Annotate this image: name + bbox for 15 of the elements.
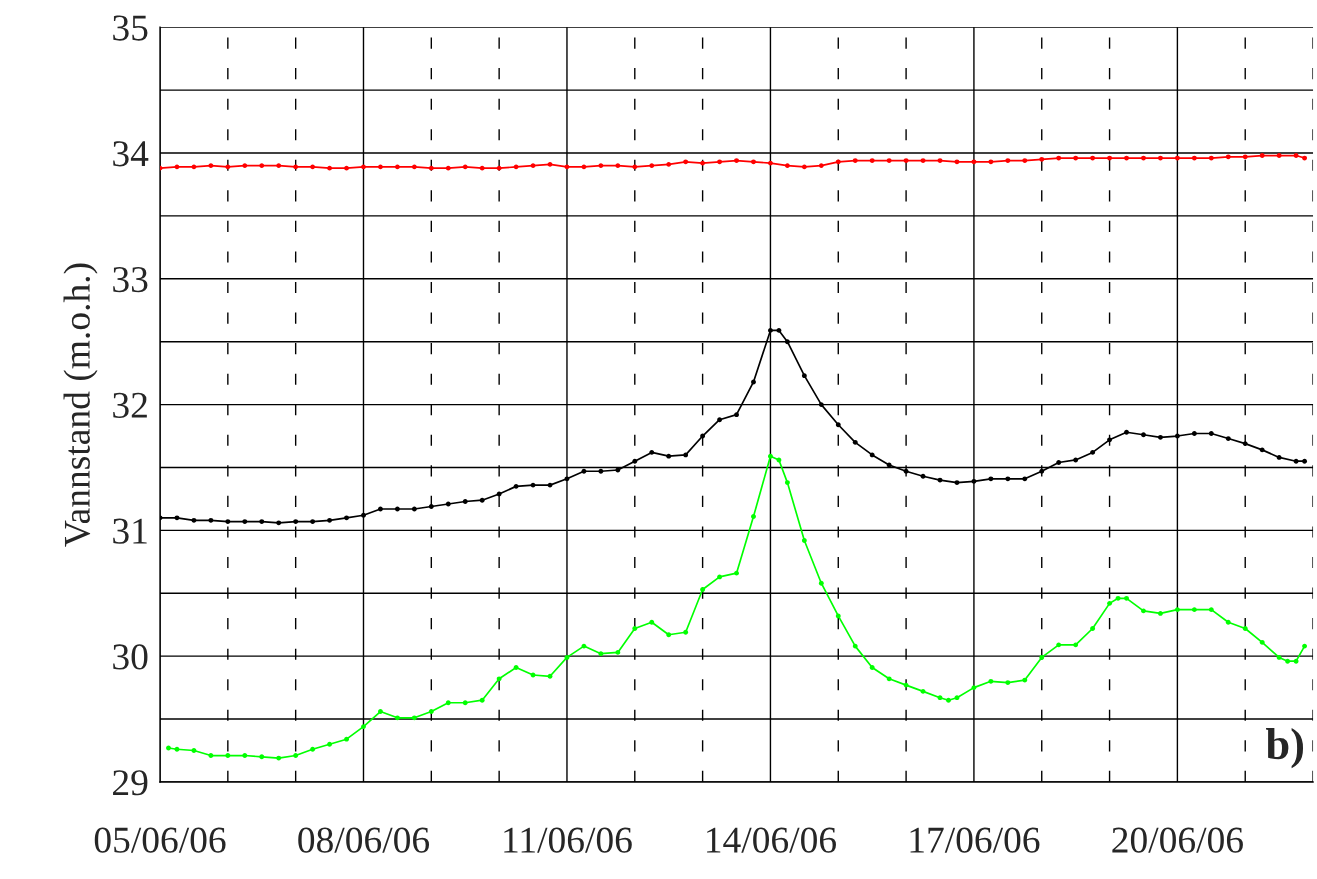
x-tick-label: 08/06/06 bbox=[298, 827, 430, 853]
y-tick-label: 32 bbox=[113, 392, 147, 418]
x-tick-label: 14/06/06 bbox=[707, 827, 836, 853]
y-tick-label: 34 bbox=[113, 141, 149, 167]
x-tick-label: 20/06/06 bbox=[1112, 827, 1243, 853]
y-tick-label: 29 bbox=[113, 770, 148, 796]
annotation: b) bbox=[1266, 728, 1304, 769]
y-tick-label: 30 bbox=[113, 644, 148, 670]
y-axis-title: Vannstand (m.o.h.) bbox=[63, 263, 98, 547]
y-tick-label: 31 bbox=[113, 518, 147, 544]
y-tick-label: 35 bbox=[113, 15, 148, 41]
x-tick-label: 11/06/06 bbox=[504, 827, 632, 853]
y-tick-label: 33 bbox=[113, 267, 148, 293]
x-tick-label: 17/06/06 bbox=[910, 827, 1040, 853]
x-tick-label: 05/06/06 bbox=[94, 827, 226, 853]
